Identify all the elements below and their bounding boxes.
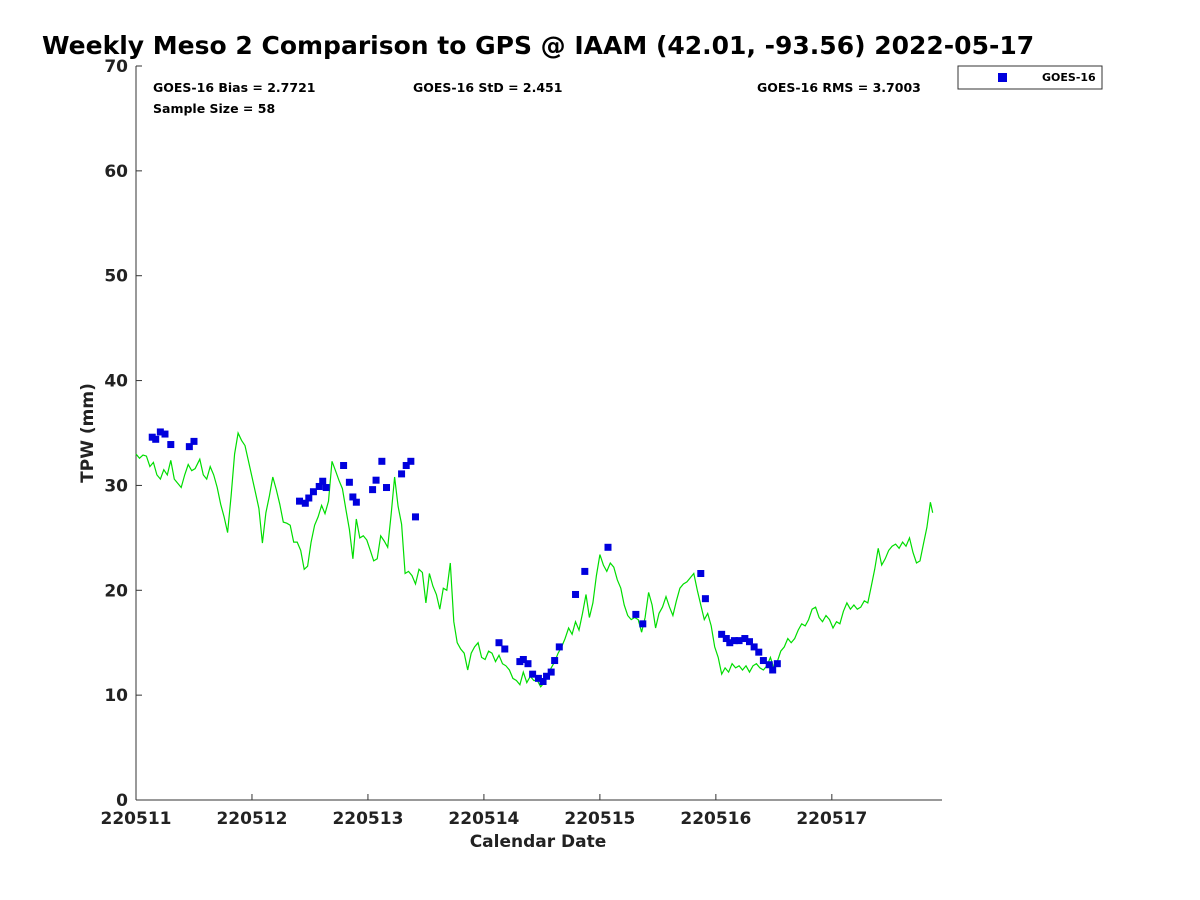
x-tick-label: 220511 <box>101 809 172 829</box>
goes16-point <box>378 457 386 465</box>
goes16-point <box>161 430 169 438</box>
goes16-point <box>639 620 647 628</box>
goes16-point <box>190 437 198 445</box>
goes16-point <box>398 470 406 478</box>
goes16-point <box>529 670 537 678</box>
goes16-point <box>296 497 304 505</box>
chart-title: Weekly Meso 2 Comparison to GPS @ IAAM (… <box>42 31 1034 60</box>
legend-label-goes16: GOES-16 <box>1042 71 1096 84</box>
goes16-point <box>167 441 175 449</box>
std-annotation: GOES-16 StD = 2.451 <box>413 80 562 95</box>
legend: GOES-16 <box>957 65 1103 90</box>
goes16-point <box>722 635 730 643</box>
goes16-point <box>524 660 532 668</box>
x-ticks: 220511 220512 220513 220514 220515 220516 2205… <box>101 794 867 829</box>
goes16-point <box>301 499 309 507</box>
x-tick-label: 220515 <box>564 809 635 829</box>
goes16-point <box>551 657 559 665</box>
goes16-point <box>604 543 612 551</box>
plot-area <box>135 66 942 801</box>
gps-line <box>135 430 934 688</box>
goes16-point <box>372 476 380 484</box>
y-tick-label: 0 <box>116 791 128 811</box>
goes16-point <box>547 668 555 676</box>
goes16-point <box>185 443 193 451</box>
goes16-point <box>352 498 360 506</box>
goes16-point <box>369 486 377 494</box>
y-axis-label: TPW (mm) <box>78 383 98 483</box>
x-tick-label: 220513 <box>332 809 403 829</box>
x-axis-label: Calendar Date <box>470 832 607 852</box>
goes16-point <box>718 630 726 638</box>
goes16-point <box>309 488 317 496</box>
goes16-point <box>555 643 563 651</box>
y-tick-label: 30 <box>104 476 128 496</box>
goes16-point <box>759 657 767 665</box>
sample-size-annotation: Sample Size = 58 <box>153 101 275 116</box>
x-tick-label: 220512 <box>216 809 287 829</box>
goes16-point <box>773 660 781 668</box>
goes16-point <box>152 435 160 443</box>
gps-line-series <box>135 430 934 688</box>
y-tick-label: 70 <box>104 57 128 77</box>
legend-marker-goes16 <box>998 73 1007 82</box>
goes16-point <box>701 595 709 603</box>
goes16-point <box>543 672 551 680</box>
goes16-point <box>305 494 313 502</box>
y-tick-label: 10 <box>104 686 128 706</box>
goes16-point <box>572 590 580 598</box>
goes16-point <box>750 643 758 651</box>
goes16-point <box>495 639 503 647</box>
goes16-point <box>319 477 327 485</box>
goes16-point <box>407 457 415 465</box>
goes16-point <box>340 462 348 470</box>
goes16-point <box>697 570 705 578</box>
goes16-point <box>726 639 734 647</box>
goes16-point <box>534 674 542 682</box>
goes16-point <box>322 484 330 492</box>
bias-annotation: GOES-16 Bias = 2.7721 <box>153 80 315 95</box>
goes16-point <box>382 484 390 492</box>
goes16-point <box>519 655 527 663</box>
goes16-point <box>632 610 640 618</box>
goes16-point <box>345 478 353 486</box>
goes16-point <box>735 637 743 645</box>
rms-annotation: GOES-16 RMS = 3.7003 <box>757 80 921 95</box>
goes16-point <box>765 661 773 669</box>
goes16-point <box>745 638 753 646</box>
x-tick-label: 220514 <box>448 809 519 829</box>
goes16-point <box>501 645 509 653</box>
goes16-point <box>349 493 357 501</box>
goes16-point <box>539 678 547 686</box>
y-tick-label: 20 <box>104 581 128 601</box>
y-tick-label: 60 <box>104 162 128 182</box>
legend-box <box>957 65 1103 90</box>
y-tick-label: 50 <box>104 267 128 287</box>
goes16-point <box>411 513 419 521</box>
goes16-point <box>156 428 164 436</box>
x-tick-label: 220517 <box>796 809 867 829</box>
goes16-point <box>315 482 323 490</box>
x-tick-label: 220516 <box>680 809 751 829</box>
goes16-point <box>581 567 589 575</box>
goes16-point <box>730 637 738 645</box>
goes16-point <box>755 648 763 656</box>
goes16-point-series <box>148 428 781 686</box>
goes16-point <box>741 635 749 643</box>
y-ticks: 0 10 20 30 40 50 60 70 <box>104 57 142 811</box>
goes16-point <box>769 666 777 674</box>
goes16-point <box>402 462 410 470</box>
y-tick-label: 40 <box>104 372 128 392</box>
